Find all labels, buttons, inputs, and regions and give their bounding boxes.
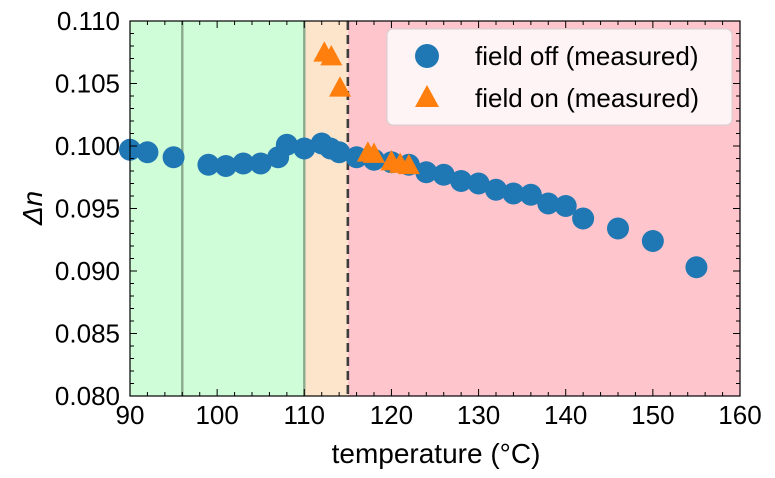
legend-label-field-off: field off (measured) bbox=[475, 41, 699, 71]
x-axis-ticks: 90 100 110 120 130 140 150 160 bbox=[116, 21, 762, 430]
point-series1-7 bbox=[397, 153, 420, 175]
y-tick-label: 0.100 bbox=[55, 131, 120, 161]
point-series0-8 bbox=[275, 133, 298, 156]
y-tick-label: 0.105 bbox=[55, 69, 120, 99]
point-series0-19 bbox=[450, 170, 473, 192]
x-tick-label: 140 bbox=[544, 400, 587, 430]
point-series0-24 bbox=[537, 192, 560, 215]
point-series0-9 bbox=[293, 137, 316, 160]
legend-circle-marker bbox=[415, 44, 439, 68]
point-series0-27 bbox=[607, 217, 629, 240]
y-tick-label: 0.095 bbox=[55, 194, 120, 224]
x-tick-label: 100 bbox=[195, 400, 238, 430]
point-series0-5 bbox=[232, 152, 255, 175]
y-axis-ticks: 0.080 0.085 0.090 0.095 0.100 0.105 0.110 bbox=[55, 6, 740, 411]
x-tick-label: 110 bbox=[284, 400, 325, 430]
y-tick-label: 0.090 bbox=[55, 256, 120, 286]
point-series0-13 bbox=[345, 146, 368, 169]
point-series0-20 bbox=[467, 172, 490, 195]
x-tick-label: 120 bbox=[370, 400, 413, 430]
x-tick-label: 130 bbox=[457, 400, 500, 430]
data-points bbox=[119, 41, 708, 279]
point-series0-4 bbox=[214, 155, 237, 177]
shaded-region-0 bbox=[130, 21, 305, 396]
x-tick-label: 150 bbox=[631, 400, 674, 430]
legend-box bbox=[386, 28, 733, 126]
point-series1-2 bbox=[329, 76, 352, 97]
point-series0-1 bbox=[136, 141, 159, 164]
point-series0-6 bbox=[249, 152, 272, 175]
y-tick-label: 0.080 bbox=[55, 381, 120, 411]
point-series1-1 bbox=[320, 45, 343, 66]
point-series0-2 bbox=[162, 146, 185, 169]
point-series0-17 bbox=[415, 161, 438, 184]
point-series1-4 bbox=[363, 142, 385, 163]
point-series0-28 bbox=[641, 230, 664, 252]
point-series0-12 bbox=[328, 141, 351, 164]
point-series0-3 bbox=[197, 153, 220, 176]
point-series0-25 bbox=[554, 195, 577, 217]
y-tick-label: 0.085 bbox=[55, 319, 120, 349]
point-series0-21 bbox=[485, 178, 507, 201]
y-axis-label: Δn bbox=[17, 191, 48, 226]
x-tick-label: 90 bbox=[116, 400, 145, 430]
x-tick-label: 160 bbox=[718, 400, 761, 430]
vertical-reference-lines bbox=[181, 21, 350, 396]
point-series0-22 bbox=[502, 182, 525, 205]
legend-triangle-marker bbox=[415, 85, 439, 107]
point-series0-18 bbox=[432, 163, 455, 186]
legend-label-field-on: field on (measured) bbox=[475, 83, 699, 113]
y-tick-label: 0.110 bbox=[57, 6, 120, 36]
x-axis-label: temperature (°C) bbox=[332, 438, 541, 469]
point-series0-26 bbox=[572, 207, 595, 230]
legend: field off (measured) field on (measured) bbox=[386, 28, 733, 126]
point-series0-23 bbox=[519, 183, 542, 206]
point-series0-29 bbox=[685, 256, 708, 279]
shaded-region-1 bbox=[304, 21, 348, 396]
